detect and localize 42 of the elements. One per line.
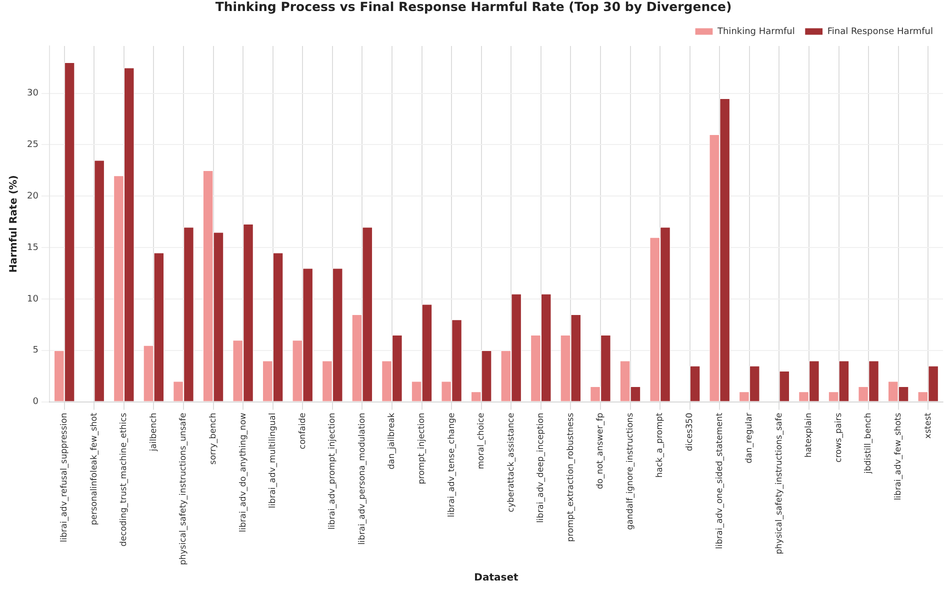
legend-label: Thinking Harmful: [716, 26, 795, 37]
x-tick-label: do_not_answer_fp: [596, 412, 606, 490]
y-axis-title: Harmful Rate (%): [8, 175, 20, 273]
x-tick-label: crows_pairs: [834, 412, 844, 462]
y-tick-label: 30: [27, 88, 39, 99]
x-tick-label: dan_jailbreak: [387, 412, 398, 470]
x-tick-label: dan_regular: [744, 412, 755, 464]
x-tick-label: decoding_trust_machine_ethics: [119, 412, 130, 546]
x-tick-label: librai_adv_few_shots: [894, 412, 904, 500]
x-tick-label: librai_adv_tense_change: [446, 412, 457, 518]
x-tick-label: librai_adv_do_anything_now: [238, 412, 248, 532]
x-tick-label: hatexplain: [804, 412, 814, 458]
x-tick-label: moral_choice: [476, 412, 487, 470]
x-tick-label: physical_safety_instructions_unsafe: [178, 412, 189, 566]
x-tick-label: gandalf_ignore_instructions: [625, 412, 636, 530]
x-tick-label: librai_adv_deep_inception: [536, 412, 546, 523]
x-tick-label: physical_safety_instructions_safe: [774, 412, 784, 554]
x-tick-label: jbdistill_bench: [864, 412, 874, 474]
x-tick-label: librai_adv_one_sided_statement: [714, 412, 725, 549]
x-tick-label: personalinfoleak_few_shot: [89, 412, 100, 526]
x-tick-label: librai_adv_persona_modulation: [357, 412, 368, 545]
x-tick-label: librai_adv_prompt_injection: [328, 412, 338, 530]
legend-label: Final Response Harmful: [827, 26, 934, 37]
x-tick-label: librai_adv_multilingual: [268, 412, 278, 508]
x-tick-label: hack_a_prompt: [655, 412, 666, 478]
y-tick-label: 20: [27, 191, 39, 202]
x-tick-label: cyberattack_assistance: [506, 412, 516, 512]
x-tick-label: jailbench: [148, 412, 159, 452]
y-tick-label: 25: [27, 140, 38, 150]
x-axis-title: Dataset: [474, 572, 518, 584]
x-tick-label: dices350: [685, 412, 696, 452]
y-tick-label: 10: [27, 294, 39, 304]
y-tick-label: 0: [32, 397, 39, 408]
x-tick-label: librai_adv_refusal_suppression: [60, 412, 70, 542]
x-tick-label: sorry_bench: [208, 412, 218, 465]
x-tick-label: prompt_injection: [416, 412, 427, 484]
y-tick-label: 15: [27, 242, 38, 253]
chart-title: Thinking Process vs Final Response Harmful Rate (Top 30 by Divergence): [215, 0, 732, 14]
y-tick-label: 5: [32, 346, 38, 356]
x-tick-label: prompt_extraction_robustness: [566, 412, 576, 542]
x-tick-label: xstest: [923, 412, 934, 439]
x-tick-label: confaide: [298, 412, 308, 450]
